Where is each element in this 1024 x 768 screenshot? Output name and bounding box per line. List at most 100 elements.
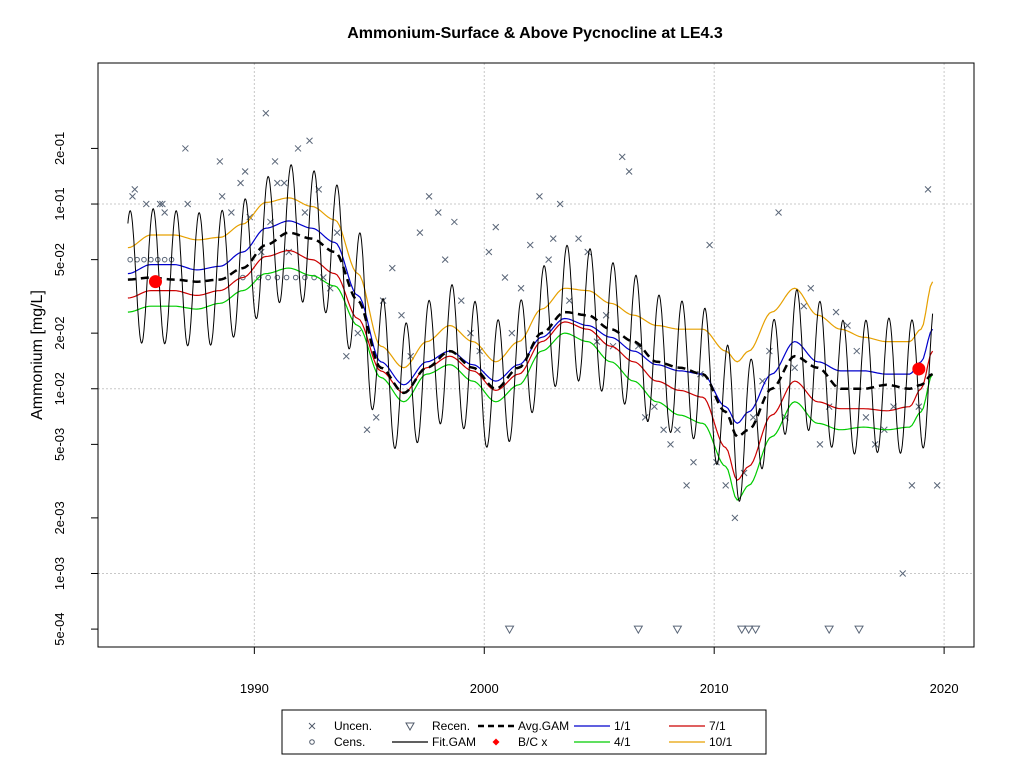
uncensored-point [161,209,169,216]
censored-point [256,274,262,281]
uncensored-point [492,223,500,231]
uncensored-point [280,179,288,187]
legend-label: Cens. [334,735,365,749]
axes: 1990 2000 2010 2020 5e-04 1e-03 2e-03 5e-03 1e-0… [52,132,959,696]
series-line-fit-gam [127,164,934,502]
uncensored-point [301,209,309,216]
uncensored-point [766,347,773,355]
series-line-4-1 [127,267,934,501]
uncensored-point [156,200,164,208]
uncensored-point [549,235,557,242]
y-tick-label: 1e-02 [52,372,67,405]
y-tick-label: 1e-01 [52,187,67,220]
y-tick-label: 2e-01 [52,132,67,165]
uncensored-point [674,426,681,434]
uncensored-point [306,137,313,145]
x-tick-label: 2000 [470,681,499,696]
uncensored-point [690,458,697,466]
uncensored-point [333,229,341,236]
legend-item: Uncen. [308,719,372,733]
uncensored-point [722,481,730,489]
bc-point [148,275,162,289]
y-tick-label: 2e-03 [52,501,67,534]
legend-box [281,709,767,755]
uncensored-point [159,200,166,208]
uncensored-point [807,284,815,292]
legend-label: Fit.GAM [432,735,476,749]
uncensored-point [237,179,244,187]
uncensored-point [142,200,150,208]
uncensored-point [372,414,380,421]
legend-label: Avg.GAM [518,719,569,733]
uncensored-point [832,308,840,316]
uncensored-point [853,347,861,355]
uncensored-point [457,297,465,304]
uncensored-point [575,235,582,242]
uncensored-point [425,193,433,200]
legend-item: 7/1 [669,719,726,733]
censored-point [274,274,281,281]
legend-item: 1/1 [574,719,631,733]
uncensored-point [844,322,851,329]
legend-item: B/C x [492,735,547,749]
x-tick-label: 2010 [700,681,729,696]
uncensored-point [441,256,449,263]
uncensored-point [517,284,525,292]
uncensored-point [467,329,474,337]
series-line-1-1 [127,220,934,425]
uncensored-point [526,241,534,249]
uncensored-point [545,256,552,263]
legend-label: Recen. [432,719,470,733]
censored-point [302,274,308,281]
legend-item: 10/1 [669,735,733,749]
recensored-point [672,625,683,635]
recensored-point [736,625,747,635]
legend-item: Recen. [405,719,470,733]
legend-item: Avg.GAM [478,719,569,733]
uncensored-point [216,158,224,165]
censored-point [141,256,147,263]
legend-swatch [308,722,316,730]
uncensored-point [556,200,564,208]
y-tick-label: 5e-03 [52,428,67,461]
uncensored-point [536,193,543,200]
y-tick-label: 5e-04 [52,612,67,645]
uncensored-point [273,179,281,187]
uncensored-point [354,329,362,337]
uncensored-point [749,414,757,421]
uncensored-point [800,302,808,310]
series-line-avg-gam [127,231,934,439]
censored-point [292,274,299,281]
uncensored-point [131,186,139,193]
legend-label: Uncen. [334,719,372,733]
legend-label: 10/1 [709,735,733,749]
grid [98,63,974,647]
uncensored-point [501,274,509,281]
series-line-10-1 [127,197,934,369]
uncensored-point [228,209,235,216]
x-tick-label: 2020 [930,681,959,696]
legend-item: Cens. [309,735,365,749]
uncensored-point [651,403,658,411]
y-axis-label: Ammonium [mg/L] [29,290,46,420]
uncensored-point [184,200,192,208]
uncensored-point [485,248,493,256]
bc-point [912,362,926,376]
uncensored-point [262,109,270,117]
uncensored-point [862,414,870,421]
uncensored-point [388,264,396,272]
legend-label: 7/1 [709,719,726,733]
uncensored-point [775,209,782,216]
legend-item: 4/1 [574,735,631,749]
uncensored-point [667,441,674,448]
uncensored-point [129,193,136,200]
recensored-point [854,625,864,635]
recensored-point [824,625,835,635]
uncensored-point [182,145,189,152]
legend-swatch [405,722,415,732]
x-tick-label: 1990 [240,681,269,696]
censored-point [283,274,290,281]
recensored-point [633,625,644,635]
uncensored-point [706,241,713,249]
uncensored-point [816,441,824,448]
